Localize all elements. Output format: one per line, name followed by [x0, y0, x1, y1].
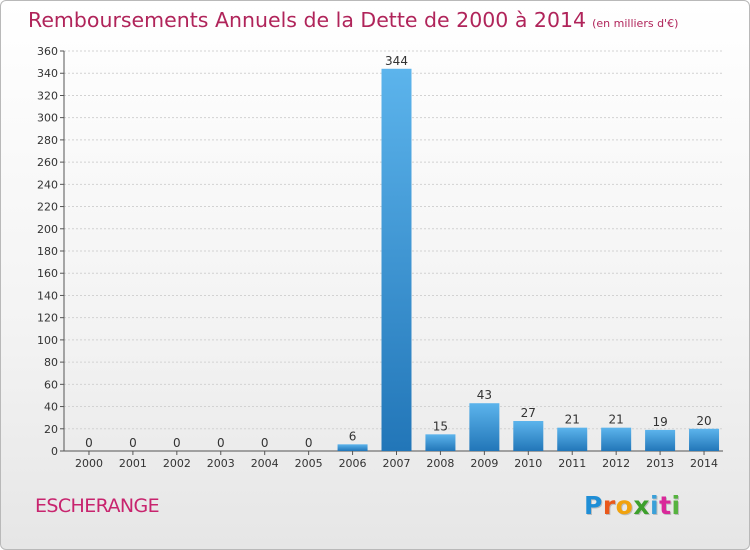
y-tick-label: 60 — [44, 378, 58, 391]
y-tick-label: 220 — [37, 201, 58, 214]
x-tick-label: 2006 — [339, 457, 367, 470]
y-tick-label: 180 — [37, 245, 58, 258]
logo-letter: o — [615, 491, 634, 520]
x-tick-label: 2013 — [646, 457, 674, 470]
x-tick-label: 2010 — [514, 457, 542, 470]
x-tick-label: 2014 — [690, 457, 718, 470]
chart-title-text: Remboursements Annuels de la Dette de 20… — [28, 8, 587, 32]
chart-title: Remboursements Annuels de la Dette de 20… — [28, 8, 678, 32]
data-label: 0 — [261, 436, 269, 450]
y-tick-label: 20 — [44, 423, 58, 436]
logo-letter: P — [584, 491, 603, 520]
bar — [425, 434, 456, 451]
x-tick-label: 2009 — [470, 457, 498, 470]
logo-letter: t — [659, 491, 672, 520]
y-tick-label: 120 — [37, 312, 58, 325]
logo-letter: r — [602, 491, 616, 520]
x-tick-label: 2008 — [426, 457, 454, 470]
data-label: 0 — [129, 436, 137, 450]
x-tick-label: 2000 — [75, 457, 103, 470]
data-label: 0 — [217, 436, 225, 450]
logo-letter: i — [671, 491, 681, 520]
data-label: 15 — [433, 419, 448, 433]
logo-letter: x — [633, 491, 650, 520]
x-tick-label: 2007 — [383, 457, 411, 470]
y-tick-label: 80 — [44, 356, 58, 369]
data-label: 344 — [385, 54, 408, 68]
data-label: 0 — [85, 436, 93, 450]
x-tick-label: 2004 — [251, 457, 279, 470]
bar — [645, 429, 676, 451]
x-tick-label: 2003 — [207, 457, 235, 470]
place-name: ESCHERANGE — [35, 495, 160, 517]
data-label: 21 — [565, 413, 580, 427]
bar — [513, 421, 544, 451]
bar — [689, 428, 720, 451]
y-tick-label: 360 — [37, 45, 58, 58]
y-tick-label: 200 — [37, 223, 58, 236]
x-tick-label: 2012 — [602, 457, 630, 470]
data-label: 0 — [173, 436, 181, 450]
y-tick-label: 100 — [37, 334, 58, 347]
bar — [557, 427, 588, 451]
data-label: 19 — [652, 415, 667, 429]
data-label: 27 — [521, 406, 536, 420]
y-tick-label: 280 — [37, 134, 58, 147]
y-tick-label: 260 — [37, 156, 58, 169]
y-tick-label: 300 — [37, 112, 58, 125]
y-tick-label: 140 — [37, 289, 58, 302]
y-tick-label: 40 — [44, 401, 58, 414]
x-tick-label: 2011 — [558, 457, 586, 470]
bar — [381, 68, 412, 452]
x-tick-label: 2002 — [163, 457, 191, 470]
bar — [337, 444, 368, 451]
data-label: 43 — [477, 388, 492, 402]
data-label: 21 — [609, 413, 624, 427]
bar — [469, 403, 500, 451]
y-tick-label: 340 — [37, 67, 58, 80]
y-tick-label: 240 — [37, 178, 58, 191]
chart-unit-note: (en milliers d'€) — [592, 17, 679, 30]
logo-letter: i — [650, 491, 660, 520]
y-tick-label: 160 — [37, 267, 58, 280]
x-tick-label: 2005 — [295, 457, 323, 470]
data-label: 20 — [696, 414, 711, 428]
bar — [601, 427, 632, 451]
y-tick-label: 0 — [51, 445, 58, 458]
proxiti-logo: Proxiti — [584, 491, 681, 520]
y-tick-label: 320 — [37, 89, 58, 102]
data-label: 6 — [349, 429, 357, 443]
x-tick-label: 2001 — [119, 457, 147, 470]
data-label: 0 — [305, 436, 313, 450]
